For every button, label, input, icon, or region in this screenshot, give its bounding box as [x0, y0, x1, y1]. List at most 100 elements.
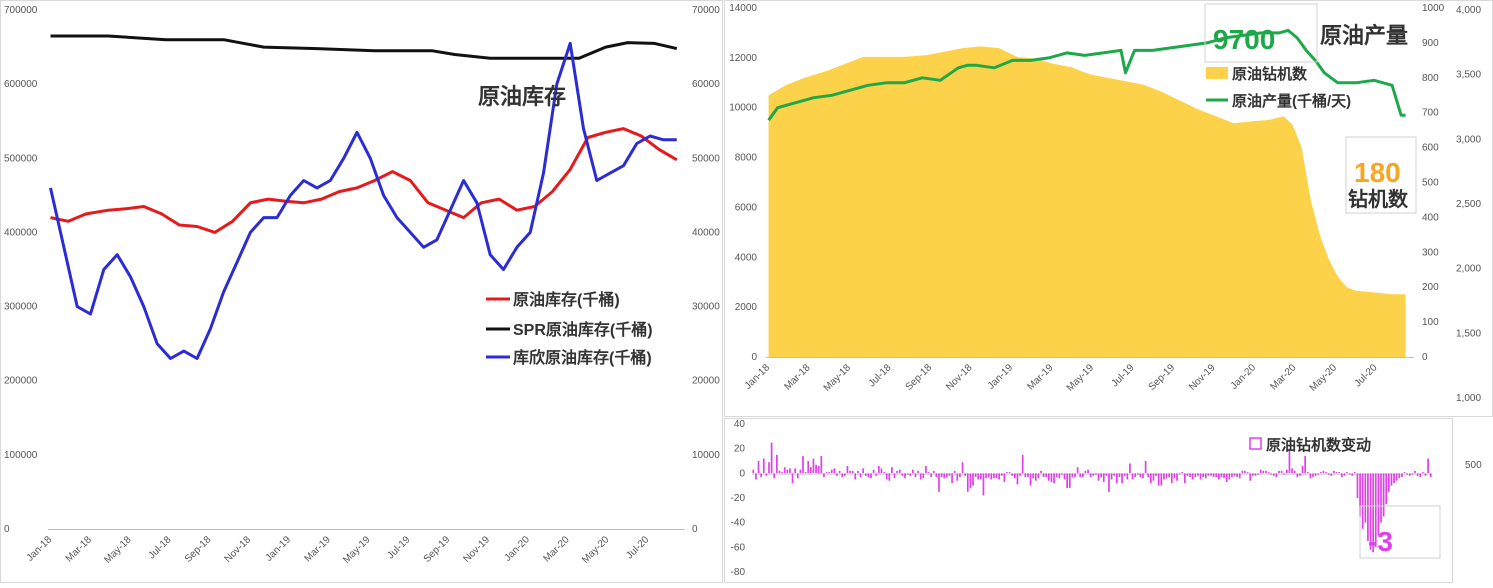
rig-change-bar: [1301, 465, 1304, 474]
rig-change-bar: [796, 473, 799, 479]
rig-change-bar: [1338, 472, 1340, 474]
rig-change-bar: [1048, 473, 1050, 481]
rig-change-bar: [1136, 473, 1139, 475]
inventory-x-tick-10: Sep-19: [422, 534, 453, 565]
rig-change-bar: [906, 473, 909, 475]
production-x-tick-12: Jan-20: [1229, 362, 1259, 392]
production-right-tick-2: 2,000: [1456, 264, 1481, 275]
rig-change-bar: [757, 461, 760, 474]
inventory-x-tick-6: Jan-19: [264, 534, 294, 564]
rig-change-bar: [1110, 473, 1113, 480]
rig-change-bar: [1131, 473, 1134, 480]
rig-change-bar: [1011, 473, 1014, 476]
production-left-tick-7: 14000: [729, 3, 757, 14]
rig-change-bar: [964, 473, 966, 476]
rig-change-bar: [917, 470, 919, 474]
rig-change-bar: [1419, 473, 1422, 478]
rig-change-bar: [1286, 469, 1288, 474]
inventory-right-axis-ticks: 0 10000 20000 30000 40000 50000 60000 70000: [692, 5, 720, 535]
rig-change-bar: [1199, 473, 1202, 480]
production-annotation-value: 9700: [1213, 24, 1275, 55]
production-mid-tick-10: 1000: [1422, 3, 1445, 14]
production-mid-tick-6: 600: [1422, 143, 1439, 154]
rig-change-bar: [930, 473, 932, 478]
legend-swatch-rig-count: [1206, 67, 1228, 79]
rig-change-tick-6: -80: [731, 567, 746, 578]
rig-change-bar: [935, 473, 938, 478]
inventory-x-tick-0: Jan-18: [25, 534, 55, 564]
inventory-left-tick-4: 400000: [4, 227, 38, 238]
rig-change-bar: [815, 464, 817, 474]
rig-change-bar: [1403, 472, 1406, 474]
rig-change-bar: [1207, 473, 1210, 476]
rig-change-bar: [828, 472, 830, 474]
production-x-tick-3: Jul-18: [867, 362, 894, 389]
rig-change-bar: [1118, 473, 1121, 478]
rig-change-bar: [1320, 472, 1322, 474]
rig-change-bar: [1348, 473, 1351, 475]
production-x-tick-5: Nov-18: [944, 362, 975, 393]
production-right-tick-5: 3,500: [1456, 70, 1481, 81]
rig-change-bar: [1312, 473, 1314, 478]
rig-change-bar: [896, 470, 898, 474]
rig-change-bar: [1142, 473, 1144, 479]
rig-change-bar: [1361, 473, 1364, 529]
rig-change-bar: [1388, 473, 1390, 492]
rig-change-tick-5: -60: [731, 542, 746, 553]
rig-change-bar: [1076, 467, 1079, 474]
production-legend: 原油钻机数 原油产量(千桶/天): [1206, 65, 1351, 110]
rig-change-bar: [1040, 470, 1042, 474]
rig-change-bar: [1082, 473, 1084, 478]
rig-change-bar: [982, 473, 985, 496]
production-mid-tick-2: 200: [1422, 282, 1439, 293]
rig-change-bar: [1037, 473, 1040, 479]
rig-change-bar: [778, 470, 781, 474]
rig-change-bar: [1184, 473, 1186, 484]
inventory-x-tick-8: May-19: [341, 534, 373, 566]
rig-change-bar: [943, 473, 946, 479]
rig-annotation-label: 钻机数: [1348, 187, 1409, 211]
production-left-tick-5: 10000: [729, 103, 757, 114]
legend-label-crude-inventory: 原油库存(千桶): [513, 290, 620, 309]
rig-change-bar: [1144, 461, 1147, 474]
rig-change-bar: [1270, 473, 1272, 475]
rig-change-bar: [825, 472, 828, 474]
rig-change-bar: [1202, 473, 1204, 478]
rig-change-bar: [1126, 473, 1129, 480]
rig-change-bar: [1066, 473, 1068, 489]
rig-count-area-shape: [768, 46, 1406, 358]
rig-change-bar: [867, 473, 870, 478]
rig-change-bar: [974, 473, 977, 478]
rig-change-bar: [938, 473, 940, 492]
production-right-tick-4: 3,000: [1456, 134, 1481, 145]
production-x-axis-ticks: Jan-18 Mar-18 May-18 Jul-18 Sep-18 Nov-18 Jan-…: [743, 362, 1380, 394]
rig-change-bar: [1233, 473, 1236, 476]
inventory-right-tick-5: 50000: [692, 153, 720, 164]
rig-change-bar: [836, 473, 838, 476]
rig-change-bar: [1157, 473, 1160, 486]
rig-change-bar: [1241, 470, 1244, 474]
rig-change-bar: [812, 458, 815, 474]
production-left-tick-4: 8000: [735, 153, 758, 164]
production-x-tick-8: May-19: [1065, 362, 1097, 394]
rig-change-bar: [838, 470, 841, 474]
rig-change-bar: [1374, 473, 1377, 548]
rig-change-bar: [1034, 473, 1037, 481]
rig-change-bar: [851, 470, 854, 474]
rig-count-area: [768, 46, 1406, 358]
rig-change-bar: [1249, 473, 1252, 481]
rig-change-bar: [1377, 473, 1380, 535]
spr-inventory-line: [50, 34, 678, 60]
rig-change-bar: [1139, 473, 1142, 478]
rig-change-bar: [977, 473, 980, 480]
inventory-x-axis-ticks: Jan-18 Mar-18 May-18 Jul-18 Sep-18 Nov-18 Jan-…: [25, 534, 652, 566]
inventory-left-tick-2: 200000: [4, 376, 38, 387]
rig-change-bar: [904, 473, 906, 479]
rig-change-bar: [993, 473, 995, 479]
rig-change-bar: [1116, 473, 1118, 484]
rig-change-bar: [1152, 473, 1155, 481]
rig-change-bar: [987, 473, 990, 478]
inventory-chart-title: 原油库存: [478, 84, 566, 109]
rig-change-bar: [1074, 473, 1076, 478]
rig-change-bar: [1019, 473, 1021, 476]
